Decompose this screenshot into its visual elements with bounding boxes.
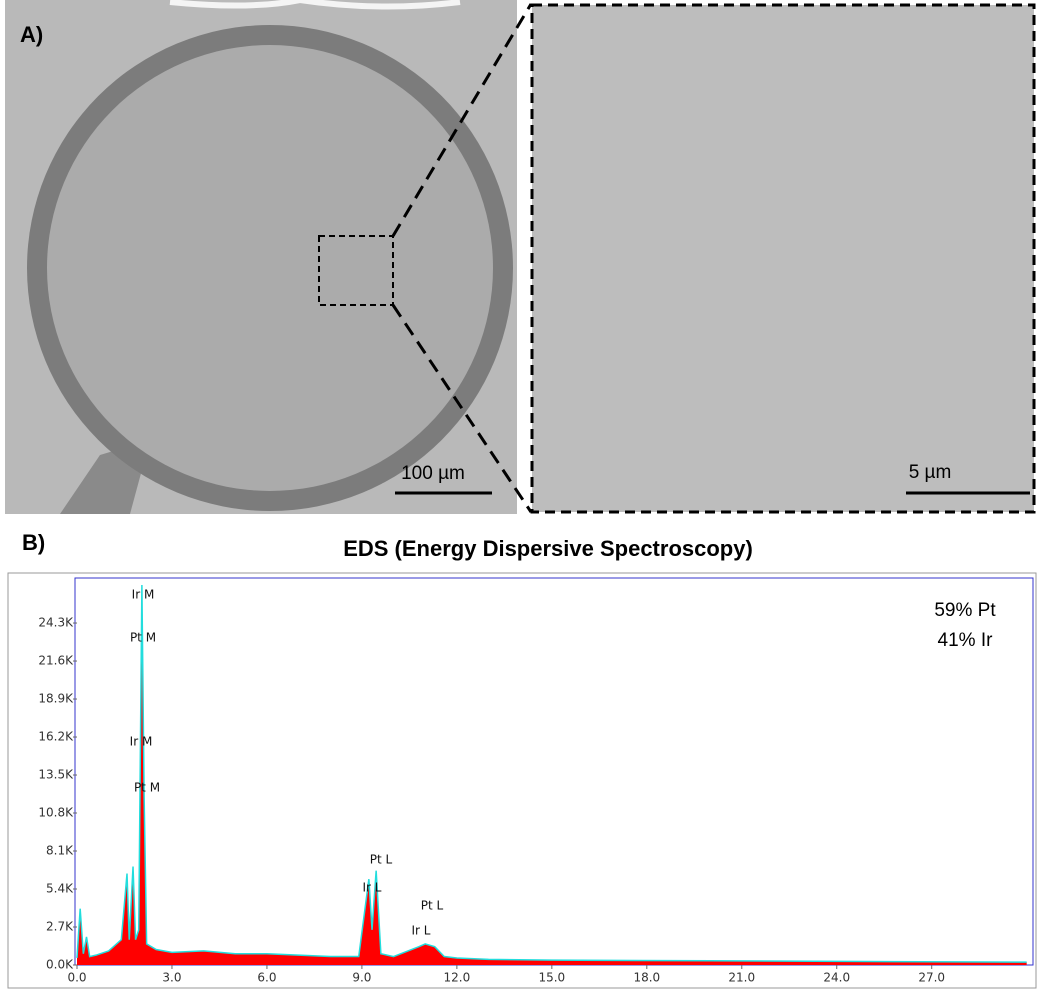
y-tick-label: 2.7K [46,920,74,934]
peak-label: Pt M [130,631,156,645]
plot-area [75,578,1033,965]
y-tick-label: 24.3K [38,616,74,630]
panel-label: A) [20,22,43,47]
peak-label: Ir M [130,735,153,749]
y-tick-label: 5.4K [46,882,74,896]
peak-label: Pt L [421,899,444,913]
x-tick-label: 0.0 [67,971,86,985]
scale-label: 5 µm [909,462,952,483]
peak-label: Ir M [132,588,155,602]
peak-label: Pt M [134,781,160,795]
scale-label: 100 µm [401,463,465,484]
y-tick-label: 21.6K [38,654,74,668]
x-tick-label: 6.0 [257,971,276,985]
x-tick-label: 21.0 [728,971,755,985]
x-tick-label: 9.0 [352,971,371,985]
figure: A) 100 µm 5 µm B) EDS (Energy Dispersive… [0,0,1037,989]
composition: 59% Pt [934,600,996,621]
y-tick-label: 16.2K [38,730,74,744]
x-tick-label: 27.0 [918,971,945,985]
sem-image-high [532,5,1034,512]
x-tick-label: 15.0 [538,971,565,985]
y-tick-label: 18.9K [38,692,74,706]
disc [47,45,493,491]
x-tick-label: 24.0 [823,971,850,985]
panel-label: B) [22,530,45,555]
y-tick-label: 10.8K [38,806,74,820]
composition: 41% Ir [938,630,994,651]
peak-label: Ir L [363,881,382,895]
x-tick-label: 12.0 [444,971,471,985]
x-tick-label: 3.0 [162,971,181,985]
y-tick-label: 8.1K [46,844,74,858]
y-tick-label: 13.5K [38,768,74,782]
peak-label: Ir L [412,924,431,938]
peak-label: Pt L [370,853,393,867]
x-tick-label: 18.0 [633,971,660,985]
y-tick-label: 0.0K [46,958,74,972]
chart-title: EDS (Energy Dispersive Spectroscopy) [343,536,753,561]
